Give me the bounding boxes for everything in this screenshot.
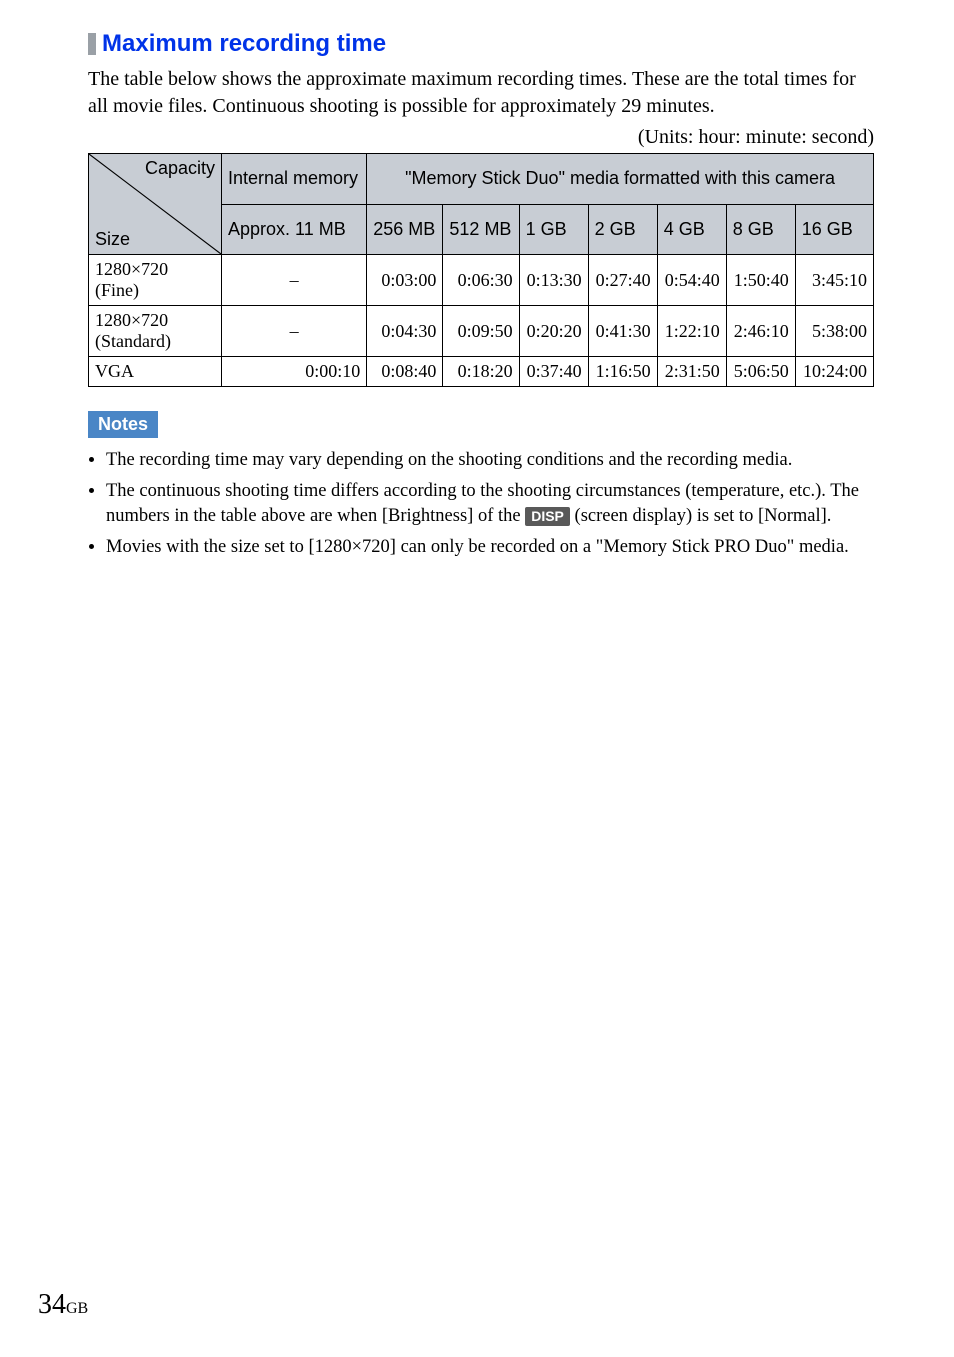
cell: 10:24:00	[795, 357, 873, 387]
section-heading: Maximum recording time	[102, 30, 386, 58]
cell: 0:37:40	[519, 357, 588, 387]
note-text: Movies with the size set to [1280×720] c…	[106, 537, 849, 557]
notes-heading: Notes	[88, 411, 158, 438]
col-internal-sub: Approx. 11 MB	[222, 204, 367, 255]
table-diagonal-header: Capacity Size	[89, 154, 222, 255]
cell: 0:03:00	[367, 255, 443, 306]
cell: 0:20:20	[519, 306, 588, 357]
col-media-group: "Memory Stick Duo" media formatted with …	[367, 154, 874, 205]
cell: 1:50:40	[726, 255, 795, 306]
cell: 2:31:50	[657, 357, 726, 387]
list-item: The continuous shooting time differs acc…	[106, 479, 874, 529]
cell: 0:08:40	[367, 357, 443, 387]
cell: 0:54:40	[657, 255, 726, 306]
page-number-suffix: GB	[66, 1300, 88, 1317]
col-cap-2: 1 GB	[519, 204, 588, 255]
intro-paragraph: The table below shows the approximate ma…	[88, 66, 874, 120]
diag-bottom-label: Size	[95, 229, 130, 250]
cell: 3:45:10	[795, 255, 873, 306]
notes-list: The recording time may vary depending on…	[88, 448, 874, 560]
table-row: VGA 0:00:10 0:08:40 0:18:20 0:37:40 1:16…	[89, 357, 874, 387]
cell: 0:13:30	[519, 255, 588, 306]
disp-icon: DISP	[525, 507, 570, 526]
section-heading-bar	[88, 33, 96, 55]
cell: 0:06:30	[443, 255, 519, 306]
col-cap-0: 256 MB	[367, 204, 443, 255]
row-label: VGA	[89, 357, 222, 387]
recording-time-table: Capacity Size Internal memory "Memory St…	[88, 153, 874, 387]
col-cap-5: 8 GB	[726, 204, 795, 255]
cell: 5:06:50	[726, 357, 795, 387]
row-label: 1280×720 (Fine)	[89, 255, 222, 306]
col-cap-1: 512 MB	[443, 204, 519, 255]
page-number: 34GB	[38, 1289, 88, 1321]
cell: 2:46:10	[726, 306, 795, 357]
units-label: (Units: hour: minute: second)	[88, 126, 874, 149]
cell: 0:04:30	[367, 306, 443, 357]
col-cap-4: 4 GB	[657, 204, 726, 255]
cell: 1:22:10	[657, 306, 726, 357]
cell: –	[222, 306, 367, 357]
note-text: The recording time may vary depending on…	[106, 450, 792, 470]
cell: 5:38:00	[795, 306, 873, 357]
cell: 0:09:50	[443, 306, 519, 357]
col-cap-6: 16 GB	[795, 204, 873, 255]
note-text: (screen display) is set to [Normal].	[575, 506, 832, 526]
cell: 0:00:10	[222, 357, 367, 387]
page-number-value: 34	[38, 1289, 66, 1320]
cell: 0:41:30	[588, 306, 657, 357]
cell: –	[222, 255, 367, 306]
table-row: 1280×720 (Fine) – 0:03:00 0:06:30 0:13:3…	[89, 255, 874, 306]
table-row: 1280×720 (Standard) – 0:04:30 0:09:50 0:…	[89, 306, 874, 357]
diag-top-label: Capacity	[145, 158, 215, 179]
row-label: 1280×720 (Standard)	[89, 306, 222, 357]
cell: 0:27:40	[588, 255, 657, 306]
section-heading-row: Maximum recording time	[88, 30, 874, 58]
list-item: The recording time may vary depending on…	[106, 448, 874, 473]
col-cap-3: 2 GB	[588, 204, 657, 255]
col-internal-memory: Internal memory	[222, 154, 367, 205]
cell: 1:16:50	[588, 357, 657, 387]
cell: 0:18:20	[443, 357, 519, 387]
list-item: Movies with the size set to [1280×720] c…	[106, 535, 874, 560]
